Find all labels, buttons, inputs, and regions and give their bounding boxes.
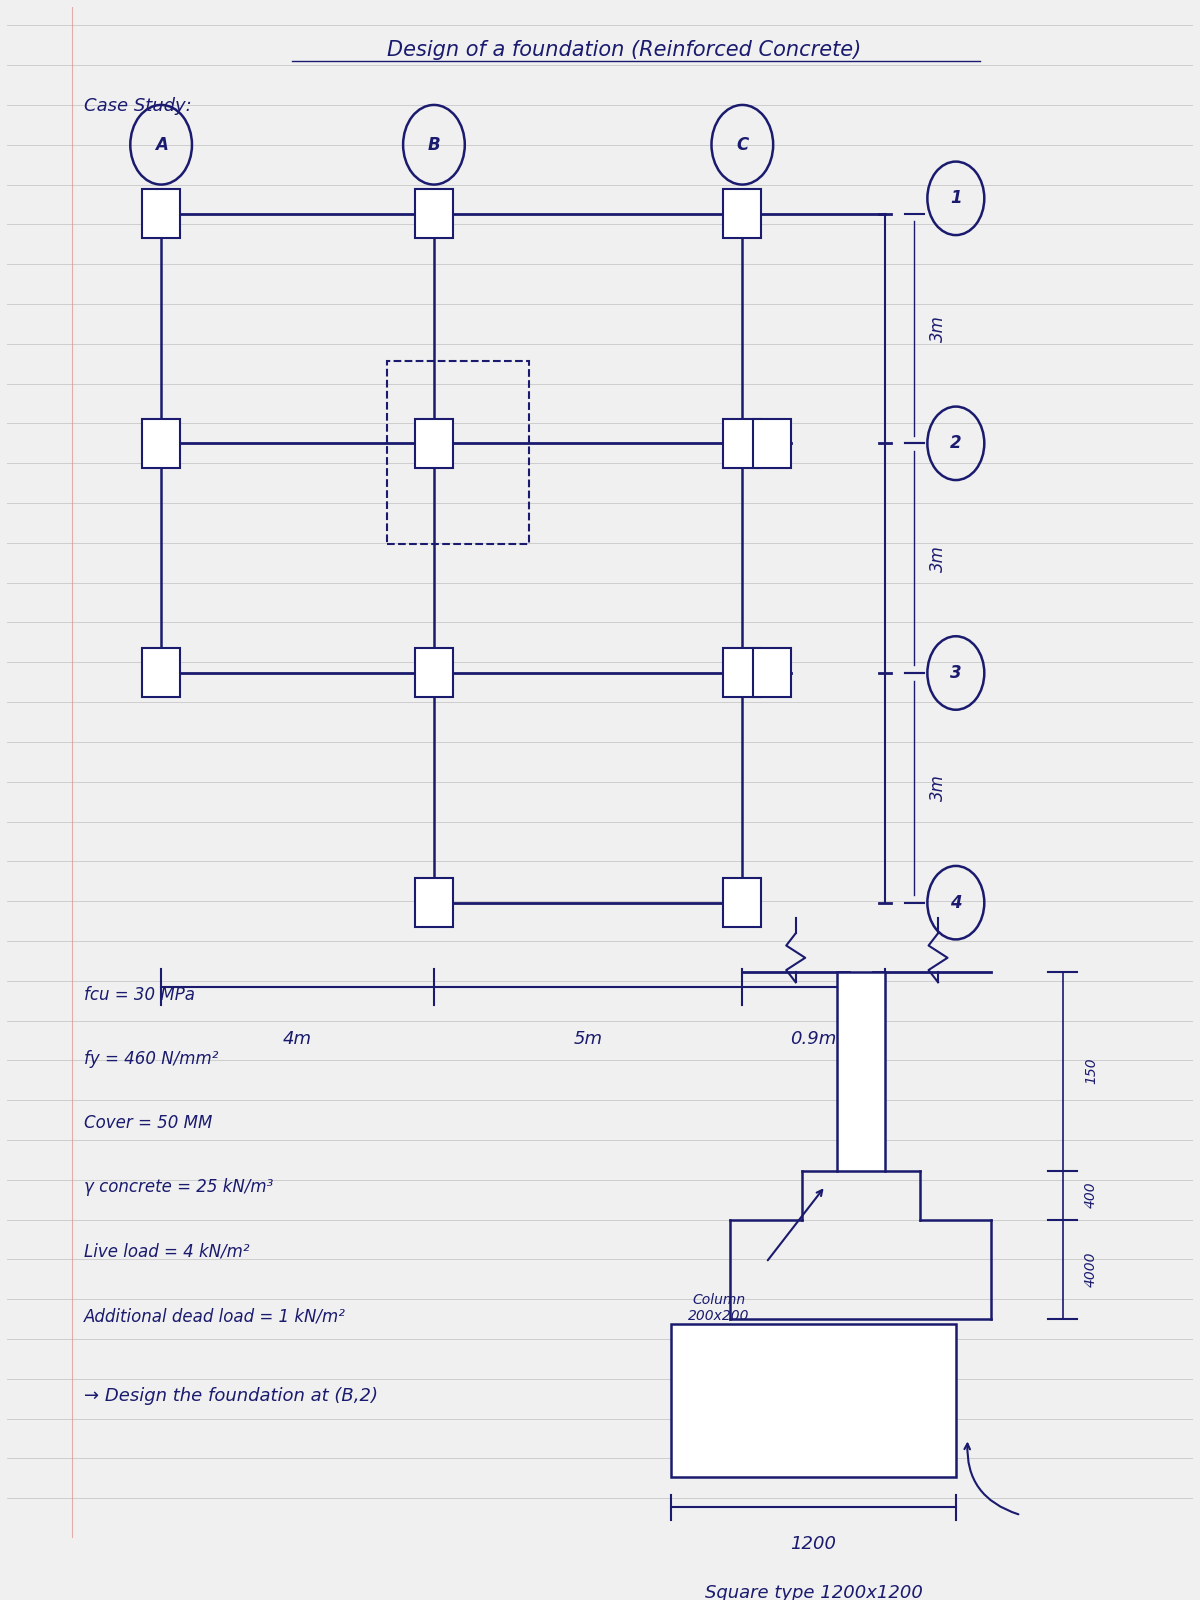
- Bar: [754, 648, 791, 698]
- Bar: [724, 189, 761, 238]
- Bar: [754, 419, 791, 467]
- Text: Square type 1200x1200: Square type 1200x1200: [704, 1584, 923, 1600]
- Text: 3m: 3m: [929, 774, 947, 802]
- Bar: [386, 360, 529, 544]
- Bar: [415, 419, 452, 467]
- Bar: [142, 419, 180, 467]
- Text: 1: 1: [950, 189, 961, 208]
- Text: Column
200x200: Column 200x200: [688, 1293, 749, 1323]
- Text: A: A: [155, 136, 168, 154]
- Text: 4m: 4m: [283, 1030, 312, 1048]
- Text: fcu = 30 MPa: fcu = 30 MPa: [84, 986, 196, 1003]
- Text: 4000: 4000: [1084, 1251, 1098, 1286]
- Text: C: C: [737, 136, 749, 154]
- Text: Live load = 4 kN/m²: Live load = 4 kN/m²: [84, 1243, 250, 1261]
- Bar: [142, 648, 180, 698]
- Text: fy = 460 N/mm²: fy = 460 N/mm²: [84, 1050, 218, 1067]
- Bar: [415, 189, 452, 238]
- Text: Case Study:: Case Study:: [84, 98, 192, 115]
- Text: 400: 400: [1084, 1182, 1098, 1208]
- Text: 3m: 3m: [929, 544, 947, 571]
- Text: B: B: [427, 136, 440, 154]
- Text: 150: 150: [1084, 1058, 1098, 1085]
- Text: 2: 2: [950, 434, 961, 453]
- Text: 1200: 1200: [791, 1534, 836, 1554]
- Bar: [724, 419, 761, 467]
- Bar: [724, 878, 761, 926]
- Text: Additional dead load = 1 kN/m²: Additional dead load = 1 kN/m²: [84, 1307, 346, 1325]
- Text: 0.9m: 0.9m: [791, 1030, 836, 1048]
- Bar: [838, 971, 884, 1171]
- Text: 5m: 5m: [574, 1030, 602, 1048]
- Text: γ concrete = 25 kN/m³: γ concrete = 25 kN/m³: [84, 1179, 274, 1197]
- Bar: [415, 648, 452, 698]
- Bar: [142, 189, 180, 238]
- Bar: [415, 878, 452, 926]
- Text: 3m: 3m: [929, 315, 947, 342]
- Text: 3: 3: [950, 664, 961, 682]
- Text: Design of a foundation (Reinforced Concrete): Design of a foundation (Reinforced Concr…: [386, 40, 860, 59]
- Bar: [724, 648, 761, 698]
- Text: Cover = 50 MM: Cover = 50 MM: [84, 1114, 212, 1133]
- Bar: [671, 1323, 956, 1477]
- Text: → Design the foundation at (B,2): → Design the foundation at (B,2): [84, 1387, 378, 1405]
- Text: 4: 4: [950, 894, 961, 912]
